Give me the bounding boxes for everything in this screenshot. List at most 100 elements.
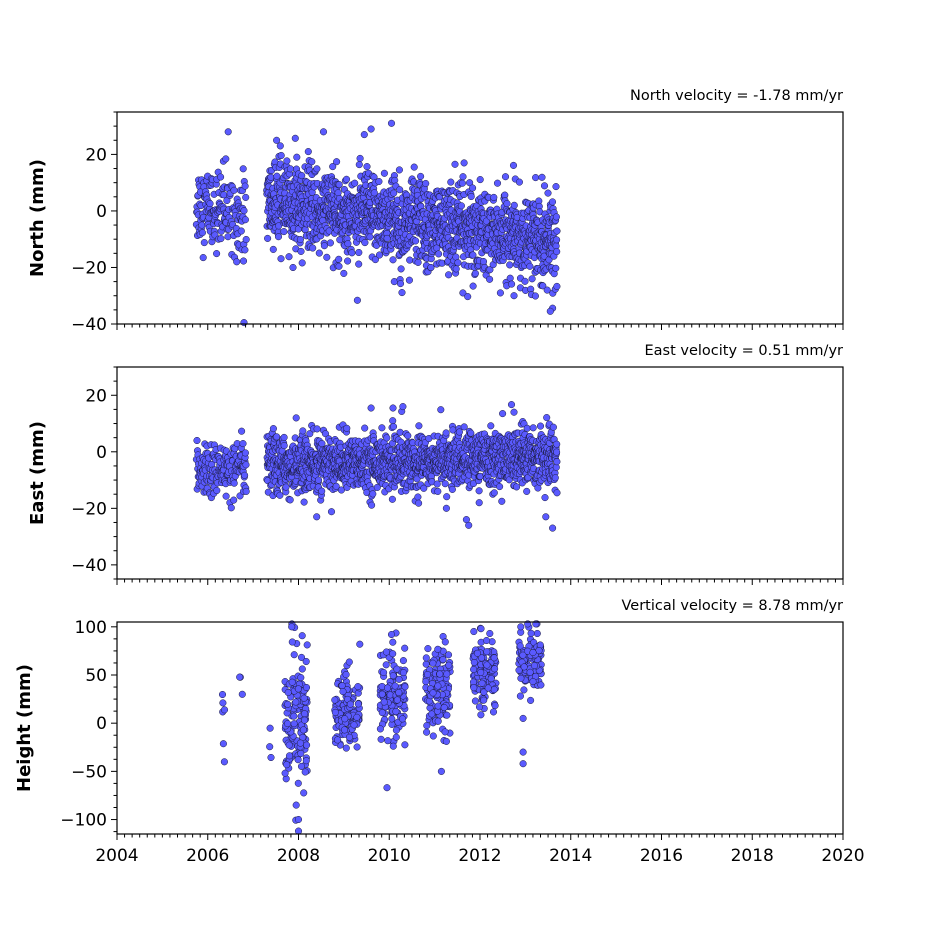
data-point xyxy=(527,696,535,704)
x-tick-label: 2016 xyxy=(640,846,683,866)
data-point xyxy=(292,698,300,706)
data-point xyxy=(217,173,225,181)
data-point xyxy=(387,630,396,639)
data-point xyxy=(361,424,369,432)
data-point xyxy=(519,651,527,659)
data-point xyxy=(277,255,285,263)
data-point xyxy=(230,186,238,194)
data-point xyxy=(238,690,246,698)
data-point xyxy=(297,247,305,255)
data-point xyxy=(448,485,456,493)
data-point xyxy=(553,282,561,290)
data-point xyxy=(291,134,299,142)
y-tick-label: −20 xyxy=(71,258,107,278)
data-point xyxy=(213,250,221,258)
data-point xyxy=(356,640,364,648)
data-point xyxy=(269,425,277,433)
data-point xyxy=(276,142,284,150)
data-point xyxy=(319,128,328,136)
data-point xyxy=(552,264,560,272)
data-point xyxy=(389,638,397,646)
data-point xyxy=(391,176,399,184)
data-point xyxy=(286,165,294,173)
data-point xyxy=(443,493,451,501)
y-tick-label: 0 xyxy=(96,443,107,463)
data-point xyxy=(340,726,349,734)
data-point xyxy=(442,737,450,745)
data-point xyxy=(378,690,386,698)
data-point xyxy=(342,175,351,183)
data-point xyxy=(427,263,435,272)
data-point xyxy=(376,725,384,733)
data-point xyxy=(401,644,409,652)
y-tick-label: −40 xyxy=(71,315,107,335)
data-point xyxy=(549,524,557,532)
data-point xyxy=(285,741,293,749)
data-point xyxy=(553,448,561,456)
data-point xyxy=(206,200,214,208)
data-point xyxy=(388,715,396,723)
data-point xyxy=(367,404,375,412)
data-point xyxy=(342,744,350,752)
data-point xyxy=(527,629,535,637)
data-point xyxy=(334,736,342,744)
data-point xyxy=(519,748,527,756)
data-point xyxy=(434,682,442,690)
data-point xyxy=(355,260,363,268)
data-point xyxy=(366,233,374,241)
data-point xyxy=(350,721,358,729)
data-point xyxy=(273,433,281,441)
data-point xyxy=(513,483,521,491)
data-point xyxy=(447,178,455,186)
data-point xyxy=(351,179,359,187)
data-point xyxy=(477,668,485,677)
data-point xyxy=(333,158,341,166)
data-point xyxy=(541,494,549,502)
data-point xyxy=(476,176,484,184)
data-point xyxy=(318,487,326,495)
data-point xyxy=(519,760,527,768)
data-point xyxy=(292,801,300,809)
data-point xyxy=(294,756,302,764)
data-point xyxy=(441,480,449,488)
data-point xyxy=(458,179,466,187)
data-point xyxy=(516,692,524,700)
data-point xyxy=(553,248,561,256)
y-tick-label: −50 xyxy=(71,762,107,782)
data-point xyxy=(459,173,467,181)
y-tick-label: −100 xyxy=(60,811,107,831)
data-point xyxy=(443,711,451,719)
data-point xyxy=(442,504,450,512)
data-point xyxy=(490,654,498,662)
data-point xyxy=(509,161,518,169)
data-point xyxy=(264,234,272,242)
data-point xyxy=(240,319,248,327)
data-point xyxy=(462,516,470,524)
data-point xyxy=(506,274,514,282)
data-point xyxy=(300,498,308,506)
data-point xyxy=(526,668,534,676)
data-point xyxy=(423,728,431,736)
x-tick-label: 2010 xyxy=(368,846,411,866)
data-point xyxy=(348,249,356,257)
data-point xyxy=(452,265,460,273)
data-point xyxy=(375,251,384,259)
data-point xyxy=(335,181,343,189)
data-point xyxy=(475,499,483,507)
data-point xyxy=(510,408,518,416)
data-point xyxy=(345,658,353,666)
data-point xyxy=(378,424,386,432)
data-point xyxy=(198,221,206,229)
data-point xyxy=(227,504,235,512)
data-point xyxy=(490,489,498,497)
data-point xyxy=(508,280,516,288)
data-point xyxy=(383,434,391,442)
data-point xyxy=(553,236,561,244)
data-point xyxy=(471,269,479,277)
data-point xyxy=(389,742,397,750)
data-point xyxy=(489,708,498,716)
height-axis-label: Height (mm) xyxy=(14,664,35,792)
data-point xyxy=(342,671,350,679)
data-point xyxy=(301,710,309,718)
data-point xyxy=(230,479,238,487)
